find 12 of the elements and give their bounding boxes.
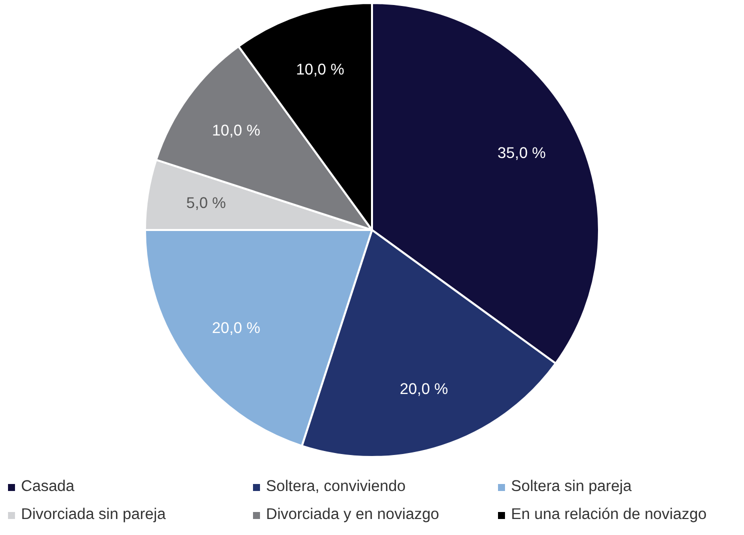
legend-label: Soltera, conviviendo <box>266 478 406 496</box>
data-label: 10,0 % <box>212 122 260 140</box>
legend-label: En una relación de noviazgo <box>511 506 707 524</box>
data-label: 35,0 % <box>498 145 546 162</box>
legend-label: Divorciada y en noviazgo <box>266 506 440 524</box>
data-label: 5,0 % <box>186 195 226 212</box>
legend-label: Divorciada sin pareja <box>21 506 166 524</box>
data-label: 20,0 % <box>212 320 260 338</box>
legend-label: Soltera sin pareja <box>511 478 632 496</box>
data-label: 10,0 % <box>296 62 344 79</box>
legend-label: Casada <box>21 478 74 496</box>
data-label: 20,0 % <box>400 381 448 398</box>
